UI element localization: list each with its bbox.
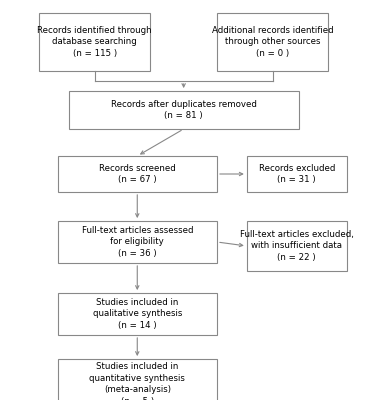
Text: Records identified through
database searching
(n = 115 ): Records identified through database sear… (37, 26, 152, 58)
Text: Records after duplicates removed
(n = 81 ): Records after duplicates removed (n = 81… (111, 100, 257, 120)
Text: Full-text articles excluded,
with insufficient data
(n = 22 ): Full-text articles excluded, with insuff… (240, 230, 354, 262)
Text: Full-text articles assessed
for eligibility
(n = 36 ): Full-text articles assessed for eligibil… (82, 226, 193, 258)
FancyBboxPatch shape (247, 221, 347, 271)
FancyBboxPatch shape (217, 13, 328, 71)
Text: Additional records identified
through other sources
(n = 0 ): Additional records identified through ot… (212, 26, 334, 58)
FancyBboxPatch shape (58, 221, 217, 263)
Text: Studies included in
qualitative synthesis
(n = 14 ): Studies included in qualitative synthesi… (93, 298, 182, 330)
FancyBboxPatch shape (247, 156, 347, 192)
FancyBboxPatch shape (39, 13, 150, 71)
Text: Records screened
(n = 67 ): Records screened (n = 67 ) (99, 164, 175, 184)
FancyBboxPatch shape (58, 359, 217, 400)
Text: Records excluded
(n = 31 ): Records excluded (n = 31 ) (259, 164, 335, 184)
Text: Studies included in
quantitative synthesis
(meta-analysis)
(n = 5 ): Studies included in quantitative synthes… (89, 362, 185, 400)
FancyBboxPatch shape (58, 156, 217, 192)
FancyBboxPatch shape (58, 293, 217, 335)
FancyBboxPatch shape (69, 91, 299, 129)
